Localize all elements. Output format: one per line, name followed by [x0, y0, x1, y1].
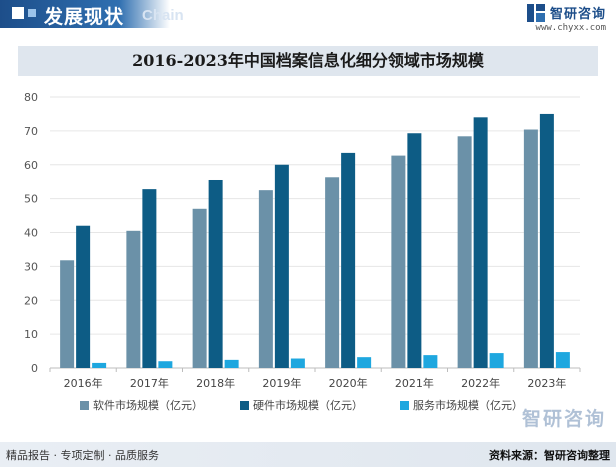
bar-service: [158, 361, 173, 368]
bar-hardware: [473, 117, 488, 368]
bar-hardware: [142, 189, 157, 368]
footer-source: 资料来源：智研咨询整理: [489, 449, 610, 462]
bar-software: [325, 177, 340, 368]
legend-label: 硬件市场规模（亿元）: [253, 398, 363, 412]
bar-hardware: [539, 113, 554, 368]
bar-hardware: [76, 225, 91, 368]
top-banner: 发展现状 Chain 智研咨询 www.chyxx.com: [0, 0, 616, 33]
bar-service: [489, 353, 504, 368]
section-title: 发展现状: [44, 6, 125, 28]
bar-service: [555, 352, 570, 368]
y-tick-label: 20: [24, 294, 38, 307]
x-tick-label: 2019年: [262, 376, 301, 390]
legend-swatch: [400, 401, 409, 410]
bar-service: [357, 357, 372, 368]
y-tick-label: 30: [24, 260, 38, 273]
y-tick-label: 10: [24, 328, 38, 341]
bar-software: [457, 136, 472, 368]
bar-service: [290, 358, 305, 368]
brand[interactable]: 智研咨询: [526, 3, 606, 22]
legend-label: 软件市场规模（亿元）: [93, 398, 203, 412]
x-tick-label: 2021年: [395, 376, 434, 390]
bar-service: [92, 362, 107, 368]
bar-hardware: [407, 133, 422, 368]
x-tick-label: 2018年: [196, 376, 235, 390]
site-url[interactable]: www.chyxx.com: [535, 23, 606, 33]
legend-label: 服务市场规模（亿元）: [413, 398, 523, 412]
x-tick-label: 2017年: [130, 376, 169, 390]
section-subtitle: Chain: [142, 7, 184, 24]
x-tick-label: 2023年: [527, 376, 566, 390]
bar-software: [126, 230, 141, 368]
x-tick-label: 2022年: [461, 376, 500, 390]
footer-tagline: 精品报告 · 专项定制 · 品质服务: [6, 449, 159, 462]
ribbon-square-icon: [12, 7, 24, 19]
bar-service: [224, 359, 239, 368]
watermark-brand: 智研咨询: [521, 408, 606, 430]
y-tick-label: 80: [24, 91, 38, 104]
bar-hardware: [208, 179, 223, 368]
chart-title: 2016-2023年中国档案信息化细分领域市场规模: [132, 51, 484, 70]
bar-software: [192, 208, 207, 368]
y-tick-label: 40: [24, 227, 38, 240]
bar-hardware: [274, 164, 289, 368]
chart-title-band: 2016-2023年中国档案信息化细分领域市场规模: [18, 46, 598, 76]
y-tick-label: 50: [24, 193, 38, 206]
y-tick-label: 70: [24, 125, 38, 138]
bar-hardware: [341, 152, 356, 368]
y-tick-label: 60: [24, 159, 38, 172]
bar-software: [60, 260, 75, 368]
ribbon-square-small-icon: [28, 9, 36, 17]
bar-software: [258, 190, 273, 368]
legend-swatch: [240, 401, 249, 410]
brand-logo-icon: [526, 3, 545, 22]
y-tick-label: 0: [31, 362, 38, 375]
legend-swatch: [80, 401, 89, 410]
x-tick-label: 2020年: [329, 376, 368, 390]
bar-software: [523, 129, 538, 368]
bar-software: [391, 155, 406, 368]
bar-service: [423, 355, 438, 368]
x-tick-label: 2016年: [64, 376, 103, 390]
footer: 精品报告 · 专项定制 · 品质服务 资料来源：智研咨询整理: [0, 442, 616, 467]
brand-name: 智研咨询: [549, 7, 606, 22]
